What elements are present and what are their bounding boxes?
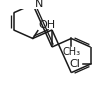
Text: OH: OH xyxy=(39,20,56,30)
Text: N: N xyxy=(35,0,44,9)
Text: Cl: Cl xyxy=(69,59,80,69)
Text: CH₃: CH₃ xyxy=(62,47,80,57)
